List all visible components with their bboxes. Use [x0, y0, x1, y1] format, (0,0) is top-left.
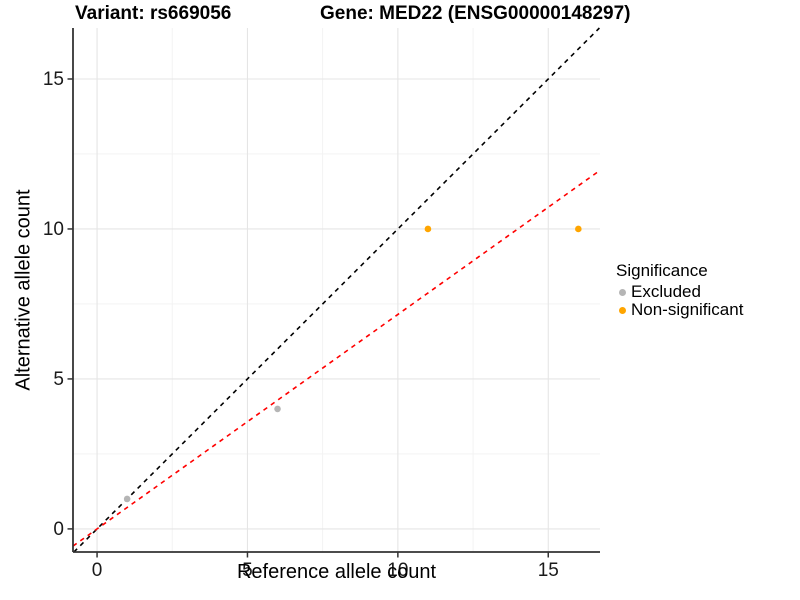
data-point-non-significant: [575, 225, 582, 233]
x-tick-label: 10: [387, 560, 408, 581]
legend-item: Non-significant: [616, 300, 744, 319]
legend-item-label: Excluded: [631, 282, 701, 301]
identity-line: [73, 27, 600, 553]
legend-item: Excluded: [616, 282, 743, 301]
legend-item-label: Non-significant: [631, 300, 744, 319]
x-tick-label: 0: [92, 560, 103, 581]
x-tick-label: 5: [242, 560, 253, 581]
x-axis-label: Reference allele count: [236, 561, 436, 583]
y-tick-label: 15: [43, 69, 64, 90]
x-tick-label: 15: [538, 560, 559, 581]
allelic-ratio-line: [72, 169, 601, 547]
legend-items: Excluded Non-significant: [616, 282, 744, 319]
y-tick-label: 10: [43, 219, 64, 240]
data-point-excluded: [274, 405, 281, 413]
gene-title: Gene: MED22 (ENSG00000148297): [320, 3, 631, 24]
y-tick-label: 5: [53, 369, 64, 390]
legend-dot-icon: [619, 306, 626, 314]
data-point-non-significant: [424, 225, 432, 233]
data-point-excluded: [123, 495, 131, 503]
legend: Significance Excluded Non-significant: [616, 261, 743, 319]
variant-title: Variant: rs669056: [75, 3, 232, 24]
y-axis-label: Alternative allele count: [12, 189, 35, 391]
y-tick-label: 0: [53, 519, 64, 540]
legend-dot-icon: [619, 288, 626, 296]
legend-title: Significance: [616, 261, 708, 280]
